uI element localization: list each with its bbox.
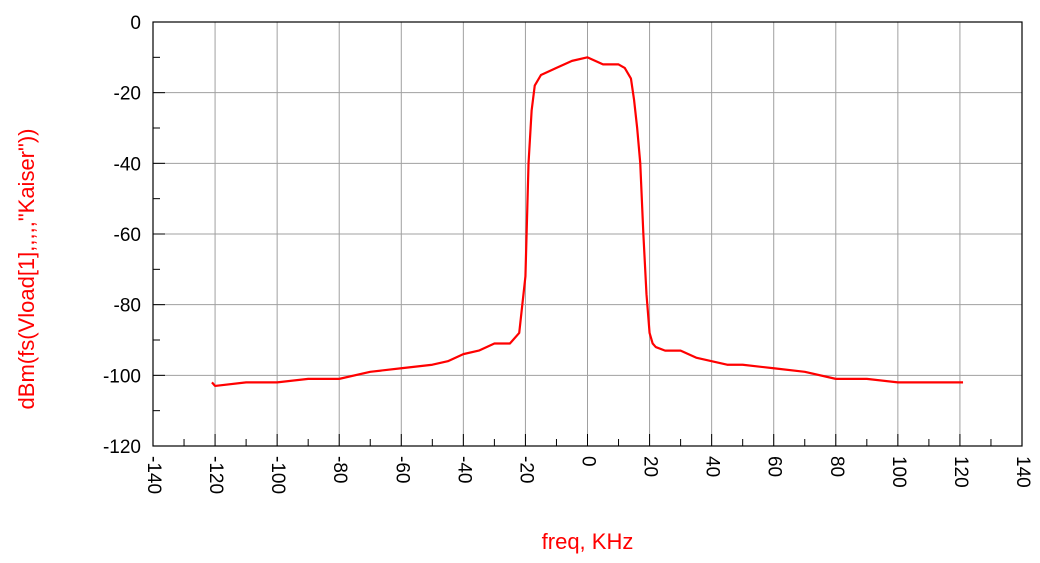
x-axis-title: freq, KHz xyxy=(542,529,634,554)
x-tick-label: -100 xyxy=(267,456,288,494)
y-axis-title: dBm(fs(Vload[1],,,,,"Kaiser")) xyxy=(14,129,39,410)
y-tick-label: -20 xyxy=(114,84,141,105)
x-tick-label: 140 xyxy=(1012,456,1033,488)
x-tick-label: 40 xyxy=(702,456,723,477)
spectrum-trace xyxy=(211,56,964,388)
x-tick-label: -80 xyxy=(329,456,350,483)
series-group xyxy=(211,56,964,388)
x-tick-label: 20 xyxy=(640,456,661,477)
x-tick-label: -60 xyxy=(391,456,412,483)
y-tick-labels: 0 -20 -40 -60 -80 -100 -120 xyxy=(103,13,141,458)
x-tick-label: 100 xyxy=(888,456,909,488)
y-tick-label: -120 xyxy=(103,437,141,458)
x-tick-label: -120 xyxy=(205,456,226,494)
y-tick-label: -40 xyxy=(114,154,141,175)
x-tick-labels: -140 -120 -100 -80 -60 -40 -20 0 20 40 60 80 100 120 1… xyxy=(143,456,1033,494)
x-tick-label: 120 xyxy=(950,456,971,488)
x-tick-label: -40 xyxy=(453,456,474,483)
x-tick-label: -140 xyxy=(143,456,164,494)
y-tick-label: 0 xyxy=(130,13,141,34)
y-tick-label: -60 xyxy=(114,225,141,246)
plot-area-frame xyxy=(152,21,1023,447)
x-tick-label: 80 xyxy=(826,456,847,477)
x-tick-label: 0 xyxy=(577,456,598,467)
x-tick-label: -20 xyxy=(515,456,536,483)
x-tick-label: 60 xyxy=(764,456,785,477)
y-tick-label: -100 xyxy=(103,366,141,387)
y-tick-label: -80 xyxy=(114,296,141,317)
